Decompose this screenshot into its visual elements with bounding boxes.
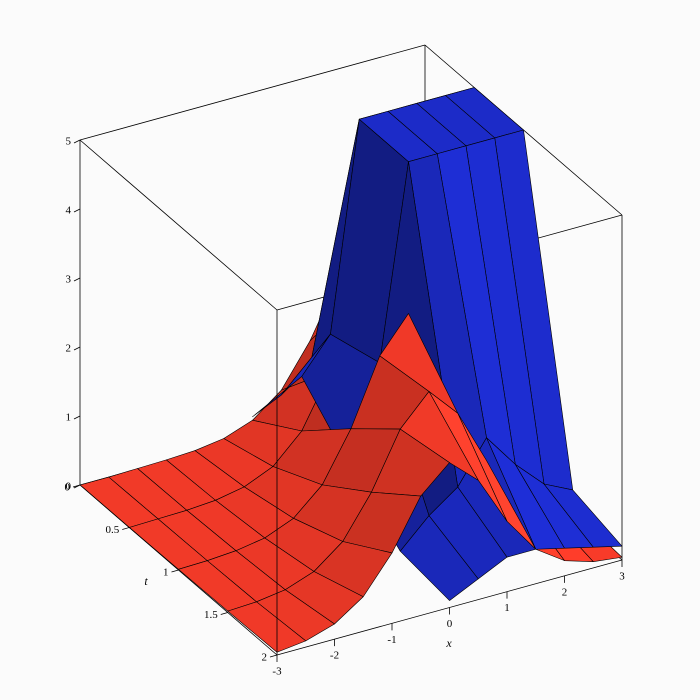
t-tick	[122, 527, 130, 530]
x-tick-label: 3	[619, 571, 625, 583]
t-tick	[220, 612, 228, 615]
surface-patch	[399, 515, 479, 601]
z-tick-label: 0	[66, 481, 72, 493]
surface-patch	[227, 601, 307, 653]
x-axis-label: x	[445, 636, 452, 650]
z-tick	[73, 139, 81, 144]
x-tick-label: -2	[330, 650, 339, 662]
z-tick-label: 3	[66, 274, 72, 286]
z-tick-label: 2	[66, 343, 72, 355]
z-tick	[73, 415, 81, 420]
z-tick	[73, 277, 81, 282]
t-axis-label: t	[144, 574, 148, 588]
t-tick-label: 1	[163, 567, 169, 579]
x-tick-label: -1	[387, 634, 396, 646]
t-tick	[72, 484, 81, 488]
z-tick	[73, 346, 81, 351]
box-edge	[79, 44, 426, 141]
surfaces	[79, 87, 623, 653]
z-tick-label: 5	[66, 136, 72, 148]
z-tick	[73, 208, 81, 213]
t-tick-label: 0.5	[106, 524, 120, 536]
x-tick-label: 2	[562, 586, 568, 598]
z-tick-label: 4	[66, 205, 72, 217]
box-edge	[79, 139, 278, 311]
t-tick-label: 0	[65, 482, 71, 494]
t-tick-label: 1.5	[204, 609, 218, 621]
z-tick-label: 1	[66, 412, 72, 424]
x-tick-label: -3	[272, 666, 282, 678]
x-tick-label: 0	[447, 618, 453, 630]
t-tick-label: 2	[262, 652, 268, 664]
t-tick	[269, 654, 278, 658]
t-tick	[171, 569, 179, 573]
x-tick-label: 1	[504, 602, 510, 614]
